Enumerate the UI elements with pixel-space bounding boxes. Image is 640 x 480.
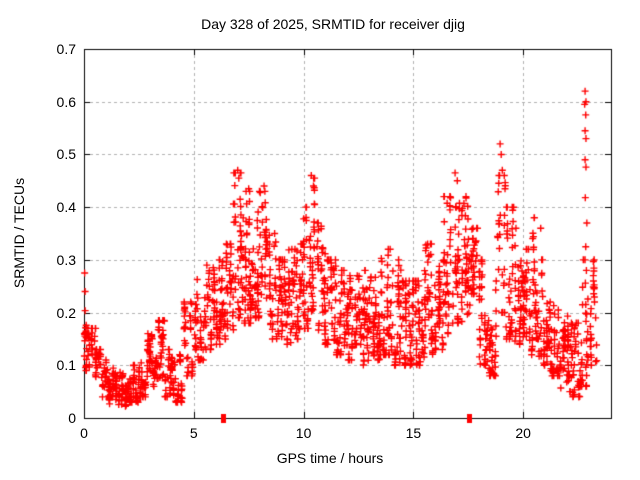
- y-tick-label: 0.4: [56, 199, 76, 216]
- chart-title: Day 328 of 2025, SRMTID for receiver dji…: [201, 16, 465, 32]
- x-tick-label: 5: [189, 425, 198, 441]
- x-tick-label: 15: [405, 425, 422, 441]
- y-tick-label: 0.5: [56, 146, 76, 163]
- y-tick-label: 0.6: [56, 93, 76, 110]
- y-tick-label: 0: [68, 410, 76, 426]
- y-tick-label: 0.3: [56, 251, 76, 268]
- y-axis-label: SRMTID / TECUs: [11, 177, 27, 289]
- x-tick-label: 0: [80, 425, 88, 441]
- x-tick-label: 20: [515, 425, 531, 441]
- x-tick-label: 10: [295, 425, 312, 441]
- y-tick-label: 0.7: [56, 41, 76, 57]
- x-axis-label: GPS time / hours: [276, 450, 384, 466]
- y-tick-label: 0.2: [56, 304, 76, 321]
- y-tick-label: 0.1: [56, 357, 76, 374]
